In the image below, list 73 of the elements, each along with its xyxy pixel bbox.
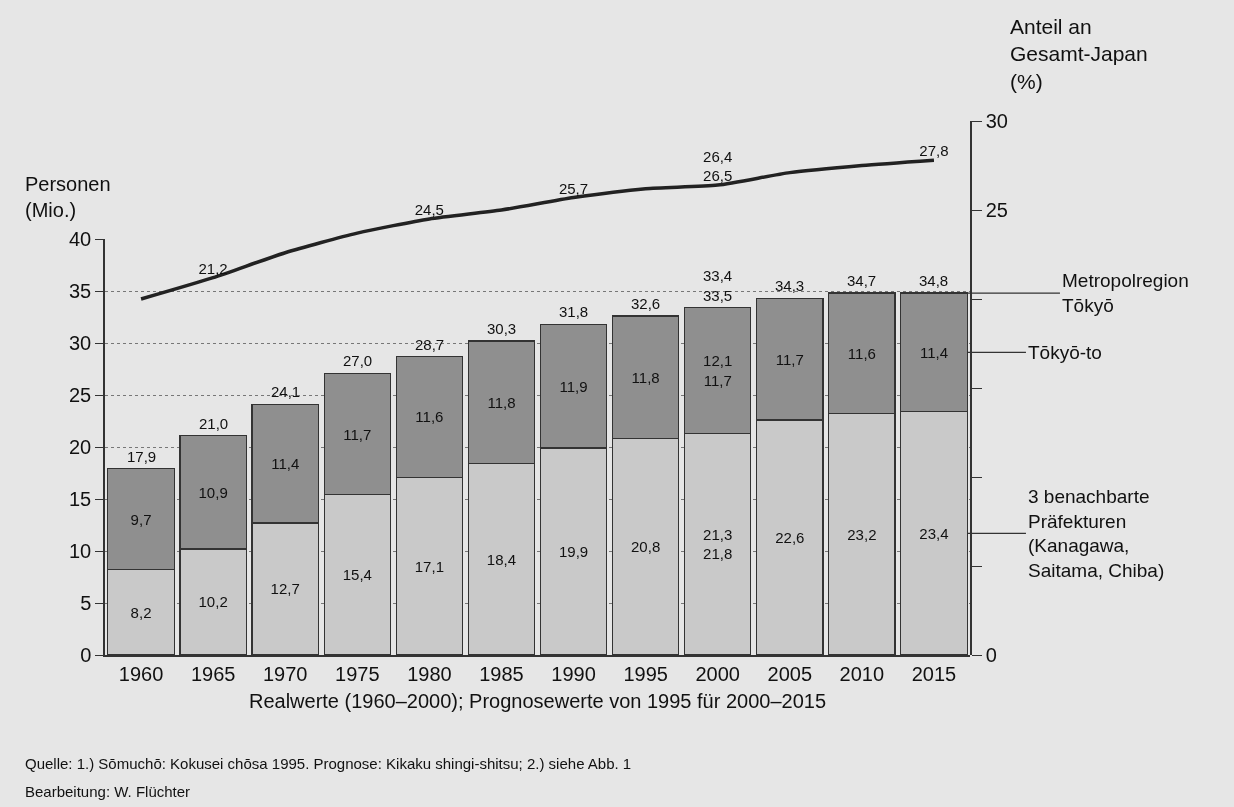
total-label: 34,8 bbox=[919, 272, 949, 289]
data-label: 19,9 bbox=[558, 543, 589, 561]
data-label: 26,4 26,5 bbox=[703, 147, 733, 185]
x-tick-label: 2005 bbox=[767, 662, 813, 685]
source-note: Quelle: 1.) Sōmuchō: Kokusei chōsa 1995. Prognose: Kikaku shingi-shitsu; 2.) siehe Abb. 1 bbox=[25, 755, 632, 772]
data-label: 10,2 bbox=[198, 593, 228, 611]
total-label: 34,7 bbox=[847, 272, 877, 289]
data-label: 23,4 bbox=[919, 524, 949, 542]
data-label: 11,6 bbox=[847, 344, 876, 362]
legend-label: Tōkyō-to bbox=[1028, 342, 1102, 363]
x-tick-label: 1985 bbox=[479, 662, 524, 685]
y-tick-label: 30 bbox=[69, 332, 92, 354]
y-axis-title: Personen (Mio.) bbox=[25, 173, 111, 221]
y2-axis-title: Anteil an Gesamt-Japan (%) bbox=[1010, 15, 1148, 93]
data-label: 11,8 bbox=[631, 368, 660, 386]
total-label: 32,6 bbox=[631, 295, 661, 312]
y2-tick-label: 25 bbox=[985, 199, 1008, 221]
x-tick-label: 2000 bbox=[695, 662, 740, 685]
y-tick-label: 5 bbox=[80, 592, 92, 614]
total-label: 31,8 bbox=[559, 303, 589, 320]
y2-tick-label: 0 bbox=[985, 644, 997, 666]
data-label: 12,1 11,7 bbox=[703, 352, 733, 389]
data-label: 11,7 bbox=[775, 350, 804, 368]
y-tick-label: 10 bbox=[69, 540, 92, 562]
data-label: 10,9 bbox=[198, 483, 228, 501]
data-label: 15,4 bbox=[342, 566, 372, 584]
x-tick-label: 1990 bbox=[551, 662, 596, 685]
data-label: 11,8 bbox=[487, 393, 516, 411]
x-tick-label: 1980 bbox=[407, 662, 452, 685]
x-tick-label: 1995 bbox=[623, 662, 668, 685]
total-label: 30,3 bbox=[487, 320, 517, 337]
y-tick-label: 0 bbox=[80, 644, 92, 666]
x-tick-label: 1960 bbox=[118, 662, 164, 685]
data-label: 22,6 bbox=[775, 528, 805, 546]
data-label: 11,9 bbox=[559, 377, 588, 395]
data-label: 23,2 bbox=[847, 525, 877, 543]
x-axis-title: Realwerte (1960–2000); Prognosewerte von 1995 für 2000–2015 bbox=[248, 689, 827, 712]
data-label: 21,2 bbox=[198, 259, 228, 277]
y-tick-label: 25 bbox=[69, 384, 92, 406]
data-label: 18,4 bbox=[486, 550, 517, 568]
annotation: Metropolregion Tōkyō bbox=[1062, 270, 1189, 316]
data-label: 25,7 bbox=[558, 179, 589, 197]
y-tick-label: 20 bbox=[69, 436, 92, 458]
data-label: 20,8 bbox=[631, 538, 661, 556]
text: Bearbeitung: W. Flüchter bbox=[25, 783, 191, 800]
data-label: 8,2 bbox=[130, 603, 152, 621]
total-label: 27,0 bbox=[343, 352, 373, 369]
total-label: 33,4 33,5 bbox=[703, 267, 733, 304]
data-label: 9,7 bbox=[130, 510, 152, 528]
data-label: 21,3 21,8 bbox=[703, 525, 733, 563]
y2-tick-label: 30 bbox=[985, 110, 1008, 132]
total-label: 21,0 bbox=[199, 415, 229, 432]
x-tick-label: 1965 bbox=[190, 662, 236, 685]
x-tick-label: 1975 bbox=[335, 662, 380, 685]
y-tick-label: 15 bbox=[69, 488, 92, 510]
data-label: 27,8 bbox=[919, 142, 949, 160]
x-tick-label: 2015 bbox=[911, 662, 957, 685]
y-tick-label: 40 bbox=[69, 228, 92, 250]
total-label: 34,3 bbox=[775, 277, 805, 294]
y-tick-label: 35 bbox=[69, 280, 92, 302]
data-label: 11,4 bbox=[271, 455, 300, 473]
data-label: 17,1 bbox=[414, 557, 444, 575]
legend-label: 3 benachbarte Präfekturen (Kanagawa, Saitama, Chiba) bbox=[1028, 486, 1165, 582]
data-label: 24,5 bbox=[414, 201, 444, 219]
data-label: 12,7 bbox=[270, 580, 300, 598]
x-tick-label: 1970 bbox=[262, 662, 308, 685]
total-label: 28,7 bbox=[415, 336, 445, 353]
data-label: 11,7 bbox=[343, 425, 372, 443]
total-label: 17,9 bbox=[127, 448, 157, 465]
x-tick-label: 2010 bbox=[839, 662, 885, 685]
data-label: 11,6 bbox=[415, 408, 444, 426]
total-label: 24,1 bbox=[271, 383, 301, 400]
data-label: 11,4 bbox=[919, 343, 949, 361]
